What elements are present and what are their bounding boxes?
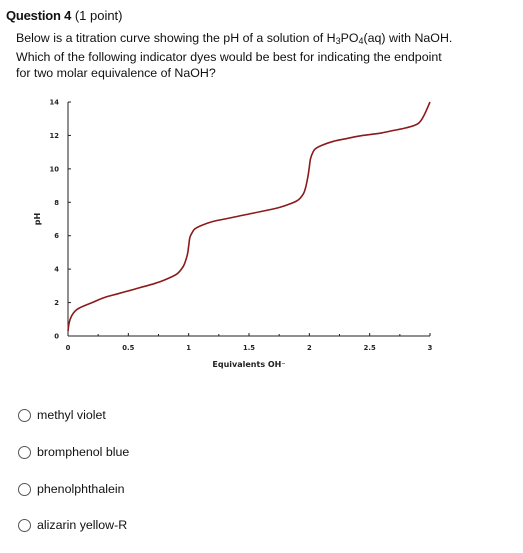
option-methyl-violet[interactable]: methyl violet: [18, 406, 106, 424]
y-axis-title: pH: [33, 213, 42, 225]
radio-icon[interactable]: [18, 445, 31, 459]
x-tick-label: 1.5: [243, 344, 255, 352]
question-line-3: for two molar equivalence of NaOH?: [16, 66, 216, 80]
question-text: Below is a titration curve showing the p…: [16, 30, 476, 81]
x-tick-label: 0: [66, 344, 71, 352]
chart-ticks: [67, 101, 431, 337]
y-tick-label: 12: [50, 132, 60, 140]
option-label: phenolphthalein: [37, 482, 125, 496]
question-line-2: Which of the following indicator dyes wo…: [16, 50, 442, 64]
subscript-3: 3: [335, 36, 341, 46]
question-title: Question 4: [6, 8, 72, 23]
x-tick-label: 3: [428, 344, 433, 352]
y-tick-label: 8: [54, 199, 59, 207]
option-phenolphthalein[interactable]: phenolphthalein: [18, 480, 125, 498]
y-tick-label: 4: [54, 266, 59, 274]
option-label: methyl violet: [37, 408, 106, 422]
titration-curve: [67, 101, 431, 332]
y-tick-label: 14: [50, 99, 60, 107]
y-tick-label: 0: [54, 333, 59, 341]
chart-series: [67, 101, 431, 332]
titration-chart: 0 0.5 1 1.5 2 2.5 3 0 2 4 6 8 10 12 14 Equivalents OH⁻…: [0, 90, 523, 380]
titration-chart-svg: 0 0.5 1 1.5 2 2.5 3 0 2 4 6 8 10 12 14 Equivalents OH⁻…: [33, 99, 433, 370]
option-label: alizarin yellow-R: [37, 518, 128, 532]
x-tick-label: 2.5: [364, 344, 376, 352]
radio-icon[interactable]: [18, 482, 31, 496]
option-label: bromphenol blue: [37, 445, 130, 459]
x-tick-label: 0.5: [122, 344, 134, 352]
subscript-4: 4: [358, 36, 364, 46]
x-axis-title: Equivalents OH⁻: [212, 360, 285, 369]
radio-icon[interactable]: [18, 408, 31, 422]
question-line-1-start: Below is a titration curve showing the p…: [16, 31, 336, 45]
question-header: Question 4 (1 point): [6, 6, 516, 26]
question-line-1-end: (aq) with NaOH.: [363, 31, 453, 45]
x-tick-label: 1: [186, 344, 191, 352]
x-tick-label: 2: [307, 344, 312, 352]
chart-tick-labels: 0 0.5 1 1.5 2 2.5 3 0 2 4 6 8 10 12 14: [50, 99, 433, 353]
question-points: (1 point): [74, 8, 123, 23]
y-tick-label: 6: [54, 232, 59, 240]
question-line-1-po: PO: [340, 31, 359, 45]
radio-icon[interactable]: [18, 518, 31, 532]
y-tick-label: 2: [54, 299, 59, 307]
option-alizarin-yellow-r[interactable]: alizarin yellow-R: [18, 516, 127, 534]
y-tick-label: 10: [50, 165, 60, 173]
question-line-1: Below is a titration curve showing the p…: [16, 30, 476, 49]
option-bromphenol-blue[interactable]: bromphenol blue: [18, 443, 129, 461]
chart-axes: [67, 102, 430, 337]
